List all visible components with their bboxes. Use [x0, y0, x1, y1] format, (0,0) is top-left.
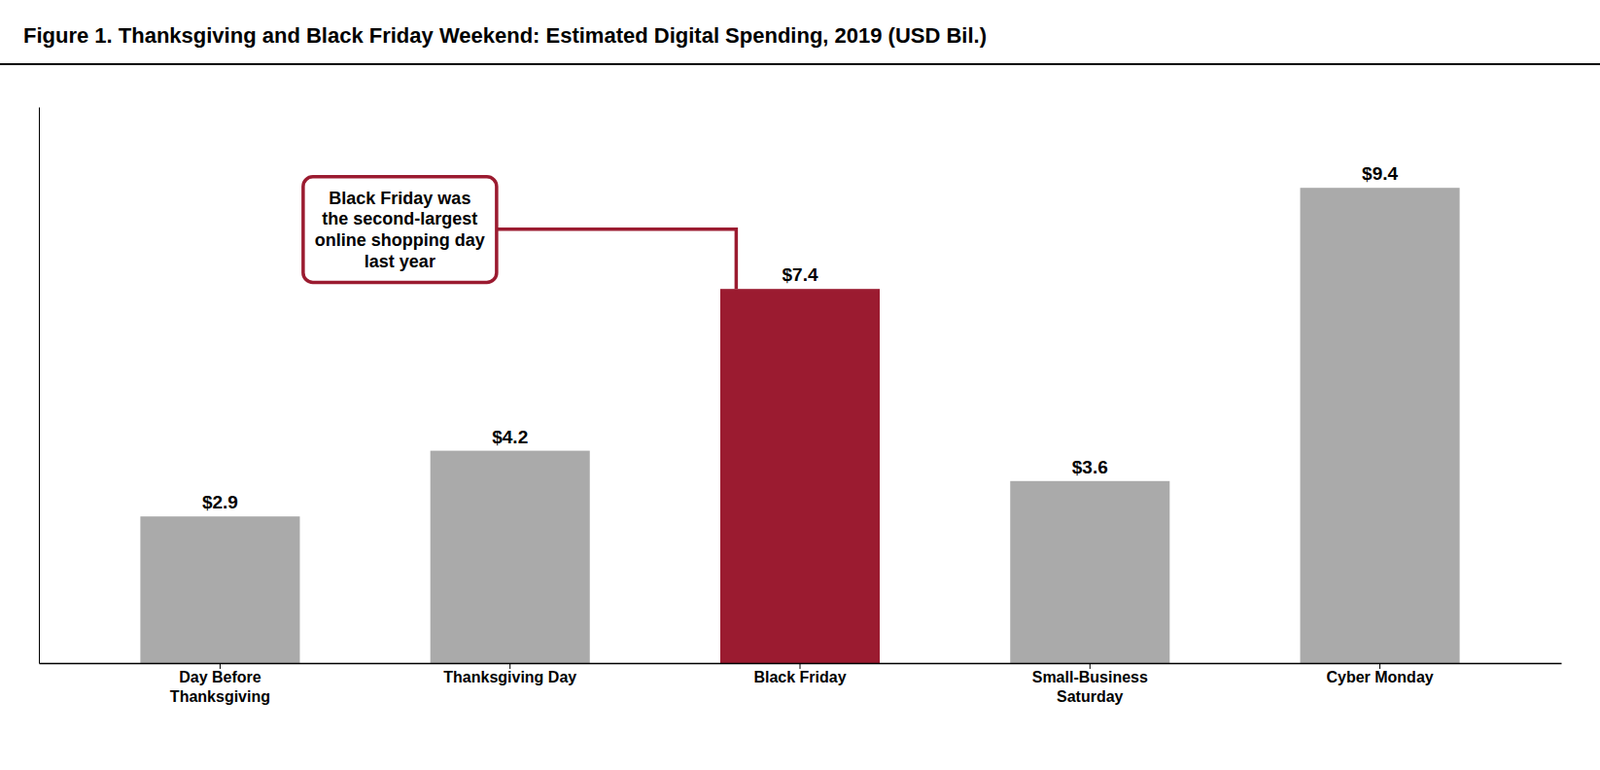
- title-separator: [0, 63, 1600, 66]
- title: Figure 1. Thanksgiving and Black Friday …: [23, 23, 987, 48]
- y-axis: [38, 107, 40, 664]
- bar: [720, 288, 880, 663]
- x-tick-mark: [1089, 662, 1091, 669]
- annotation-connector: [496, 229, 737, 289]
- x-tick: Small-BusinessSaturday: [1032, 662, 1148, 705]
- x-tick: Cyber Monday: [1325, 662, 1433, 686]
- x-tick-label: Cyber Monday: [1325, 668, 1433, 686]
- data-label: $3.6: [1072, 456, 1109, 478]
- bar: [1300, 187, 1461, 663]
- bar: [430, 451, 591, 663]
- bar: [1009, 481, 1170, 663]
- data-labels: $2.9 $4.2 $7.4 $3.6 $9.4: [202, 163, 1399, 513]
- x-tick: Black Friday: [753, 662, 846, 686]
- bar: [139, 516, 300, 663]
- data-label: $7.4: [782, 264, 819, 285]
- x-tick-label: Thanksgiving Day: [443, 668, 577, 686]
- data-label: $9.4: [1361, 163, 1398, 184]
- x-tick-mark: [509, 662, 511, 669]
- x-tick-label: Day BeforeThanksgiving: [170, 668, 271, 704]
- annotation: Black Friday wasthe second-largestonline…: [303, 176, 737, 289]
- data-label: $2.9: [202, 491, 239, 513]
- chart: Figure 1. Thanksgiving and Black Friday …: [0, 0, 1600, 770]
- x-axis: Day BeforeThanksgiving Thanksgiving Day Bl…: [39, 662, 1563, 705]
- x-tick-label: Black Friday: [753, 668, 846, 686]
- x-tick: Day BeforeThanksgiving: [170, 662, 271, 705]
- x-tick-mark: [800, 662, 801, 669]
- annotation-box: [303, 176, 497, 283]
- y-axis-line: [38, 107, 40, 664]
- x-tick: Thanksgiving Day: [443, 662, 577, 686]
- x-tick-mark: [219, 662, 221, 669]
- x-tick-mark: [1379, 662, 1381, 669]
- data-label: $4.2: [491, 426, 528, 448]
- x-tick-label: Small-BusinessSaturday: [1032, 668, 1148, 704]
- annotation-text: Black Friday wasthe second-largestonline…: [314, 188, 486, 272]
